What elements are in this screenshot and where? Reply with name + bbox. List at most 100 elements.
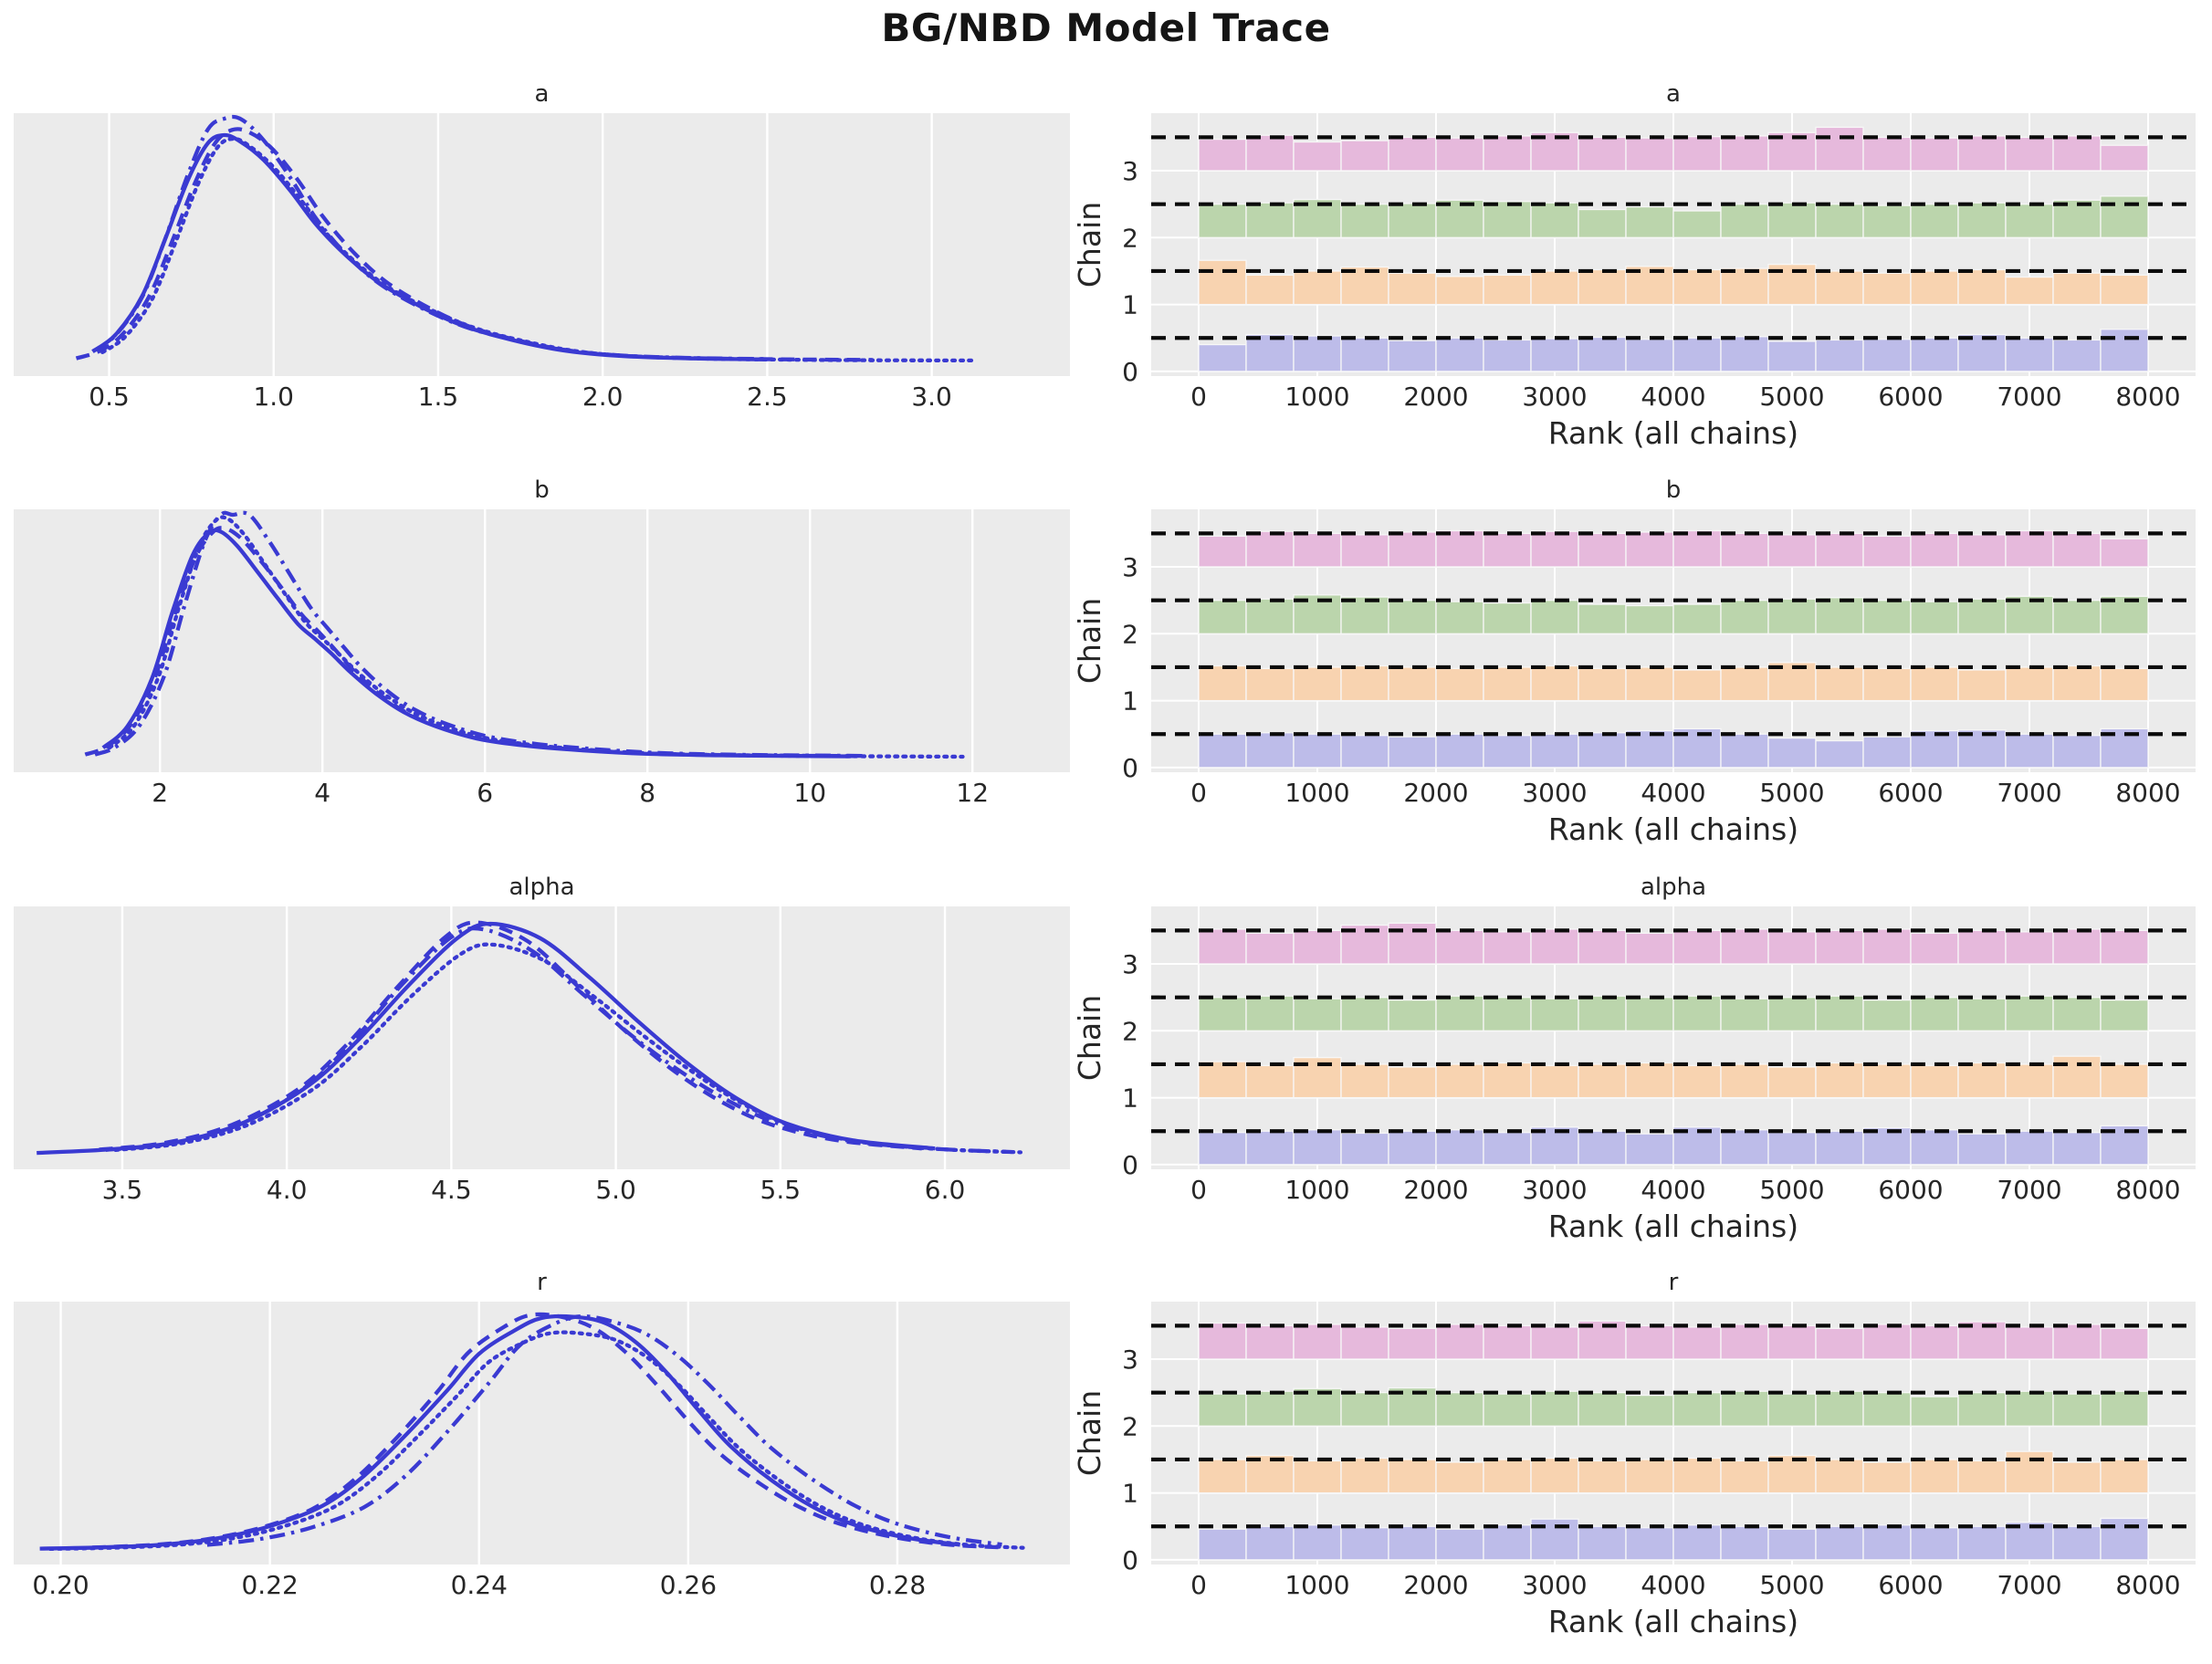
rank-y-axis-label: Chain bbox=[1077, 995, 1107, 1081]
rank-bar-chain-1 bbox=[2005, 1063, 2054, 1099]
rank-bar-chain-3 bbox=[1625, 137, 1674, 172]
x-tick-label: 6000 bbox=[1878, 1570, 1943, 1600]
x-tick-label: 4.5 bbox=[431, 1175, 472, 1205]
trace-row-b: b b 2 4 6 8 10 12 0 1 2 3 0 1000 2000 3000 4000 5000 60… bbox=[0, 473, 2212, 856]
rank-bar-chain-1 bbox=[1245, 1454, 1295, 1494]
y-tick-label: 0 bbox=[1122, 1545, 1138, 1575]
x-tick-label: 0 bbox=[1190, 382, 1207, 412]
rank-bar-chain-3 bbox=[1483, 532, 1532, 568]
rank-bar-chain-1 bbox=[2052, 272, 2102, 306]
x-tick-label: 2000 bbox=[1403, 1570, 1468, 1600]
x-tick-label: 1.5 bbox=[418, 382, 459, 412]
rank-bar-chain-1 bbox=[1910, 1459, 1959, 1494]
rank-bar-chain-0 bbox=[1435, 337, 1484, 372]
kde-curve-chain-3 bbox=[107, 515, 965, 759]
rank-bar-chain-3 bbox=[1293, 141, 1342, 172]
rank-bar-chain-3 bbox=[1388, 1327, 1437, 1360]
rank-bar-chain-0 bbox=[1672, 337, 1722, 372]
rank-bar-chain-0 bbox=[1483, 339, 1532, 372]
rank-bar-chain-2 bbox=[1198, 997, 1247, 1031]
rank-bar-chain-2 bbox=[2100, 999, 2149, 1031]
rank-y-axis-label: Chain bbox=[1077, 1390, 1107, 1476]
kde-curve-chain-1 bbox=[99, 920, 923, 1152]
rank-bar-chain-1 bbox=[1198, 259, 1247, 306]
rank-bar-chain-0 bbox=[1198, 343, 1247, 372]
rank-bar-chain-0 bbox=[1720, 1129, 1769, 1166]
rank-bar-chain-3 bbox=[1245, 134, 1295, 172]
rank-bar-chain-0 bbox=[1910, 337, 1959, 372]
y-tick-label: 3 bbox=[1122, 156, 1138, 186]
rank-plot: 0 1 2 3 0 1000 2000 3000 4000 5000 6000 7000 8000 Ch… bbox=[1077, 1302, 2196, 1639]
rank-bar-chain-3 bbox=[1672, 929, 1722, 965]
rank-plot: 0 1 2 3 0 1000 2000 3000 4000 5000 6000 7000 8000 Ch… bbox=[1077, 509, 2196, 847]
rank-bar-chain-2 bbox=[1483, 997, 1532, 1031]
rank-bar-chain-2 bbox=[1957, 202, 2007, 238]
rank-bar-chain-2 bbox=[1530, 1390, 1579, 1427]
y-tick-label: 2 bbox=[1122, 619, 1138, 649]
rank-bar-chain-3 bbox=[1435, 1324, 1484, 1360]
rank-bar-chain-1 bbox=[1910, 1064, 1959, 1099]
x-tick-label: 1000 bbox=[1284, 1175, 1349, 1205]
rank-bar-chain-3 bbox=[1815, 126, 1864, 172]
rank-subplot-title: r bbox=[1668, 1269, 1679, 1296]
x-tick-label: 8000 bbox=[2115, 778, 2180, 808]
rank-bar-chain-1 bbox=[1435, 1461, 1484, 1494]
rank-bar-chain-3 bbox=[1293, 532, 1342, 568]
rank-bar-chain-3 bbox=[1815, 532, 1864, 568]
rank-bar-chain-1 bbox=[1720, 1460, 1769, 1494]
kde-curve-chain-2 bbox=[91, 114, 768, 361]
rank-bar-chain-3 bbox=[1340, 140, 1389, 172]
x-tick-label: 8000 bbox=[2115, 1175, 2180, 1205]
x-tick-label: 1000 bbox=[1284, 778, 1349, 808]
rank-bar-chain-0 bbox=[1340, 337, 1389, 372]
rank-bar-chain-1 bbox=[1578, 667, 1627, 702]
rank-bar-chain-3 bbox=[1720, 532, 1769, 568]
rank-bar-chain-3 bbox=[1198, 138, 1247, 172]
x-tick-label: 4.0 bbox=[267, 1175, 308, 1205]
rank-bar-chain-3 bbox=[1578, 136, 1627, 172]
rank-bar-chain-0 bbox=[1957, 333, 2007, 372]
rank-bar-chain-1 bbox=[1957, 1460, 2007, 1494]
rank-bar-chain-3 bbox=[1957, 929, 2007, 965]
rank-bar-chain-2 bbox=[1435, 1392, 1484, 1427]
x-tick-label: 4000 bbox=[1641, 778, 1705, 808]
rank-bar-chain-2 bbox=[1720, 204, 1769, 238]
y-tick-label: 3 bbox=[1122, 949, 1138, 979]
plot-background bbox=[14, 113, 1070, 376]
rank-bar-chain-0 bbox=[1435, 733, 1484, 769]
y-tick-label: 1 bbox=[1122, 290, 1138, 320]
rank-bar-chain-0 bbox=[1767, 737, 1817, 769]
rank-bar-chain-2 bbox=[1815, 204, 1864, 238]
rank-bar-chain-2 bbox=[1767, 997, 1817, 1031]
rank-bar-chain-2 bbox=[1672, 603, 1722, 634]
x-tick-label: 6 bbox=[477, 778, 493, 808]
rank-bar-chain-2 bbox=[1815, 597, 1864, 634]
rank-bar-chain-0 bbox=[1720, 336, 1769, 372]
rank-bar-chain-2 bbox=[1720, 1390, 1769, 1427]
rank-bar-chain-2 bbox=[2100, 595, 2149, 634]
rank-bar-chain-2 bbox=[1862, 1392, 1912, 1427]
rank-bar-chain-0 bbox=[1483, 1524, 1532, 1561]
x-tick-label: 8000 bbox=[2115, 1570, 2180, 1600]
rank-bar-chain-2 bbox=[1910, 601, 1959, 634]
rank-bar-chain-2 bbox=[1957, 1392, 2007, 1427]
rank-bar-chain-2 bbox=[1910, 1396, 1959, 1427]
rank-bar-chain-2 bbox=[1720, 600, 1769, 634]
rank-bar-chain-3 bbox=[2005, 529, 2054, 568]
rank-bar-chain-0 bbox=[1435, 1528, 1484, 1561]
kde-curves bbox=[37, 920, 1023, 1156]
rank-bar-chain-0 bbox=[1815, 339, 1864, 372]
rank-bar-chain-3 bbox=[1435, 529, 1484, 568]
rank-bar-chain-3 bbox=[2052, 135, 2102, 172]
x-tick-label: 0.28 bbox=[869, 1570, 926, 1600]
rank-bar-chain-3 bbox=[1578, 532, 1627, 568]
rank-subplot-title: a bbox=[1666, 80, 1681, 108]
rank-bar-chain-0 bbox=[1625, 1133, 1674, 1166]
rank-bar-chain-0 bbox=[1862, 339, 1912, 372]
rank-bar-chain-0 bbox=[1245, 732, 1295, 769]
rank-bar-chain-1 bbox=[1293, 666, 1342, 702]
rank-bar-chain-1 bbox=[1340, 1457, 1389, 1494]
x-tick-label: 10 bbox=[793, 778, 826, 808]
rank-bar-chain-3 bbox=[2100, 538, 2149, 568]
rank-plot: 0 1 2 3 0 1000 2000 3000 4000 5000 6000 7000 8000 Ch… bbox=[1077, 906, 2196, 1244]
